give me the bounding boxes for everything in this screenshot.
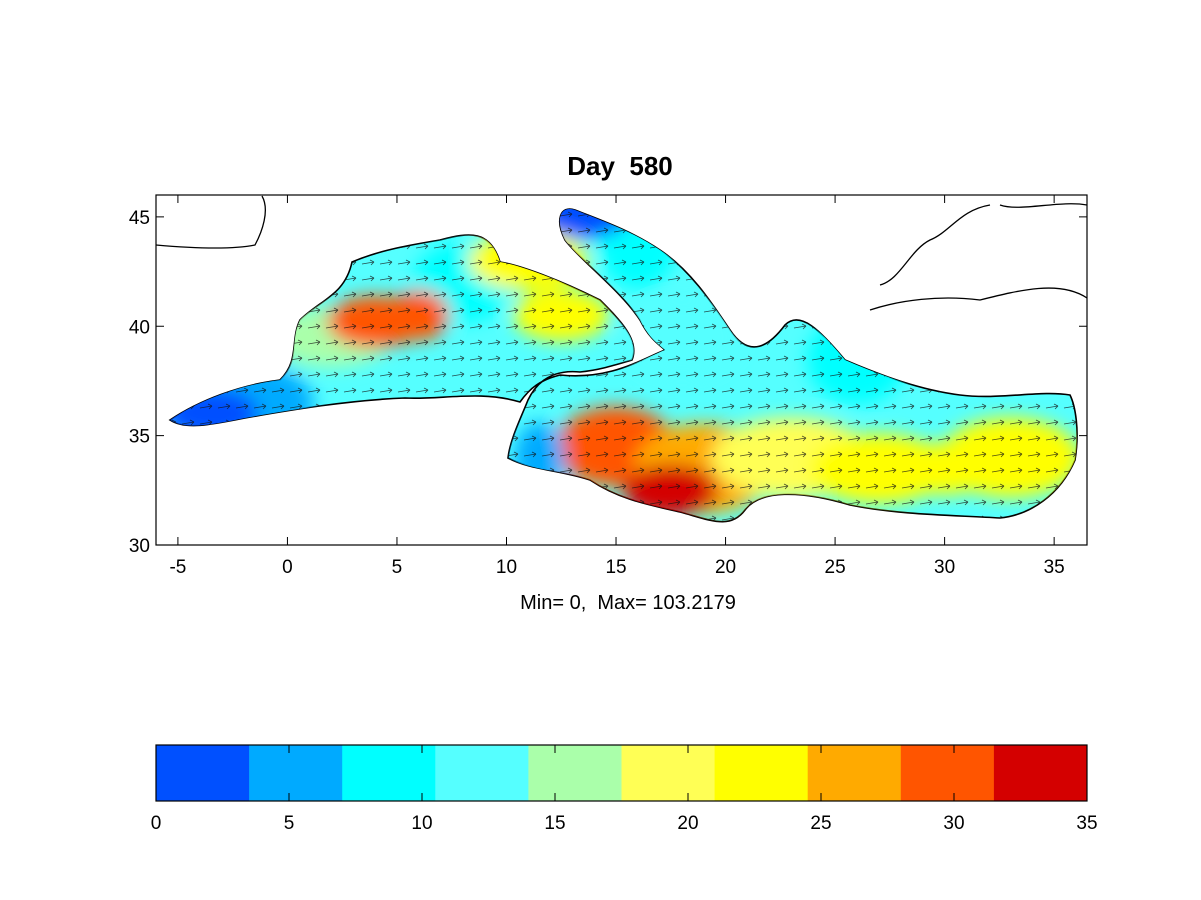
colorbar-cell xyxy=(249,745,343,801)
x-tick-label: 30 xyxy=(934,557,955,578)
colorbar-cell xyxy=(993,745,1088,801)
min-max-label: Min= 0, Max= 103.2179 xyxy=(520,592,736,614)
colorbar-cell xyxy=(156,745,250,801)
x-tick-label: 10 xyxy=(496,557,517,578)
colorbar-cell xyxy=(714,745,809,801)
y-tick-label: 40 xyxy=(129,317,150,338)
y-tick-label: 45 xyxy=(129,208,150,229)
x-tick-label: -5 xyxy=(169,557,186,578)
colorbar-frame xyxy=(155,744,1088,802)
european-coastline xyxy=(156,195,1087,311)
map-frame xyxy=(155,194,1088,546)
colorbar-tick-label: 30 xyxy=(943,813,964,834)
x-tick-label: 0 xyxy=(282,557,293,578)
colorbar-cell xyxy=(621,745,716,801)
colorbar-cell xyxy=(528,745,622,801)
map-title: Day 580 xyxy=(567,151,673,181)
colorbar-cell xyxy=(342,745,436,801)
x-tick-label: 25 xyxy=(825,557,846,578)
x-tick-label: 15 xyxy=(605,557,626,578)
colorbar-tick-label: 25 xyxy=(810,813,831,834)
colorbar-tick-label: 20 xyxy=(677,813,698,834)
y-axis: 30 35 40 45 xyxy=(129,208,1087,557)
y-tick-label: 30 xyxy=(129,536,150,557)
y-tick-label: 35 xyxy=(129,427,150,448)
colorbar-tick-label: 10 xyxy=(411,813,432,834)
colorbar-cell xyxy=(435,745,529,801)
colorbar-tick-label: 5 xyxy=(284,813,295,834)
x-tick-label: 35 xyxy=(1044,557,1065,578)
colorbar-tick-label: 35 xyxy=(1076,813,1097,834)
x-tick-label: 5 xyxy=(392,557,403,578)
colorbar-cell xyxy=(900,745,995,801)
x-axis: -5 0 5 10 15 20 25 30 35 xyxy=(169,195,1065,578)
colorbar-cell xyxy=(807,745,902,801)
x-tick-label: 20 xyxy=(715,557,736,578)
colorbar-tick-label: 15 xyxy=(544,813,565,834)
colorbar-tick-label: 0 xyxy=(151,813,162,834)
colorbar: 0 5 10 15 20 25 30 35 xyxy=(151,744,1098,834)
